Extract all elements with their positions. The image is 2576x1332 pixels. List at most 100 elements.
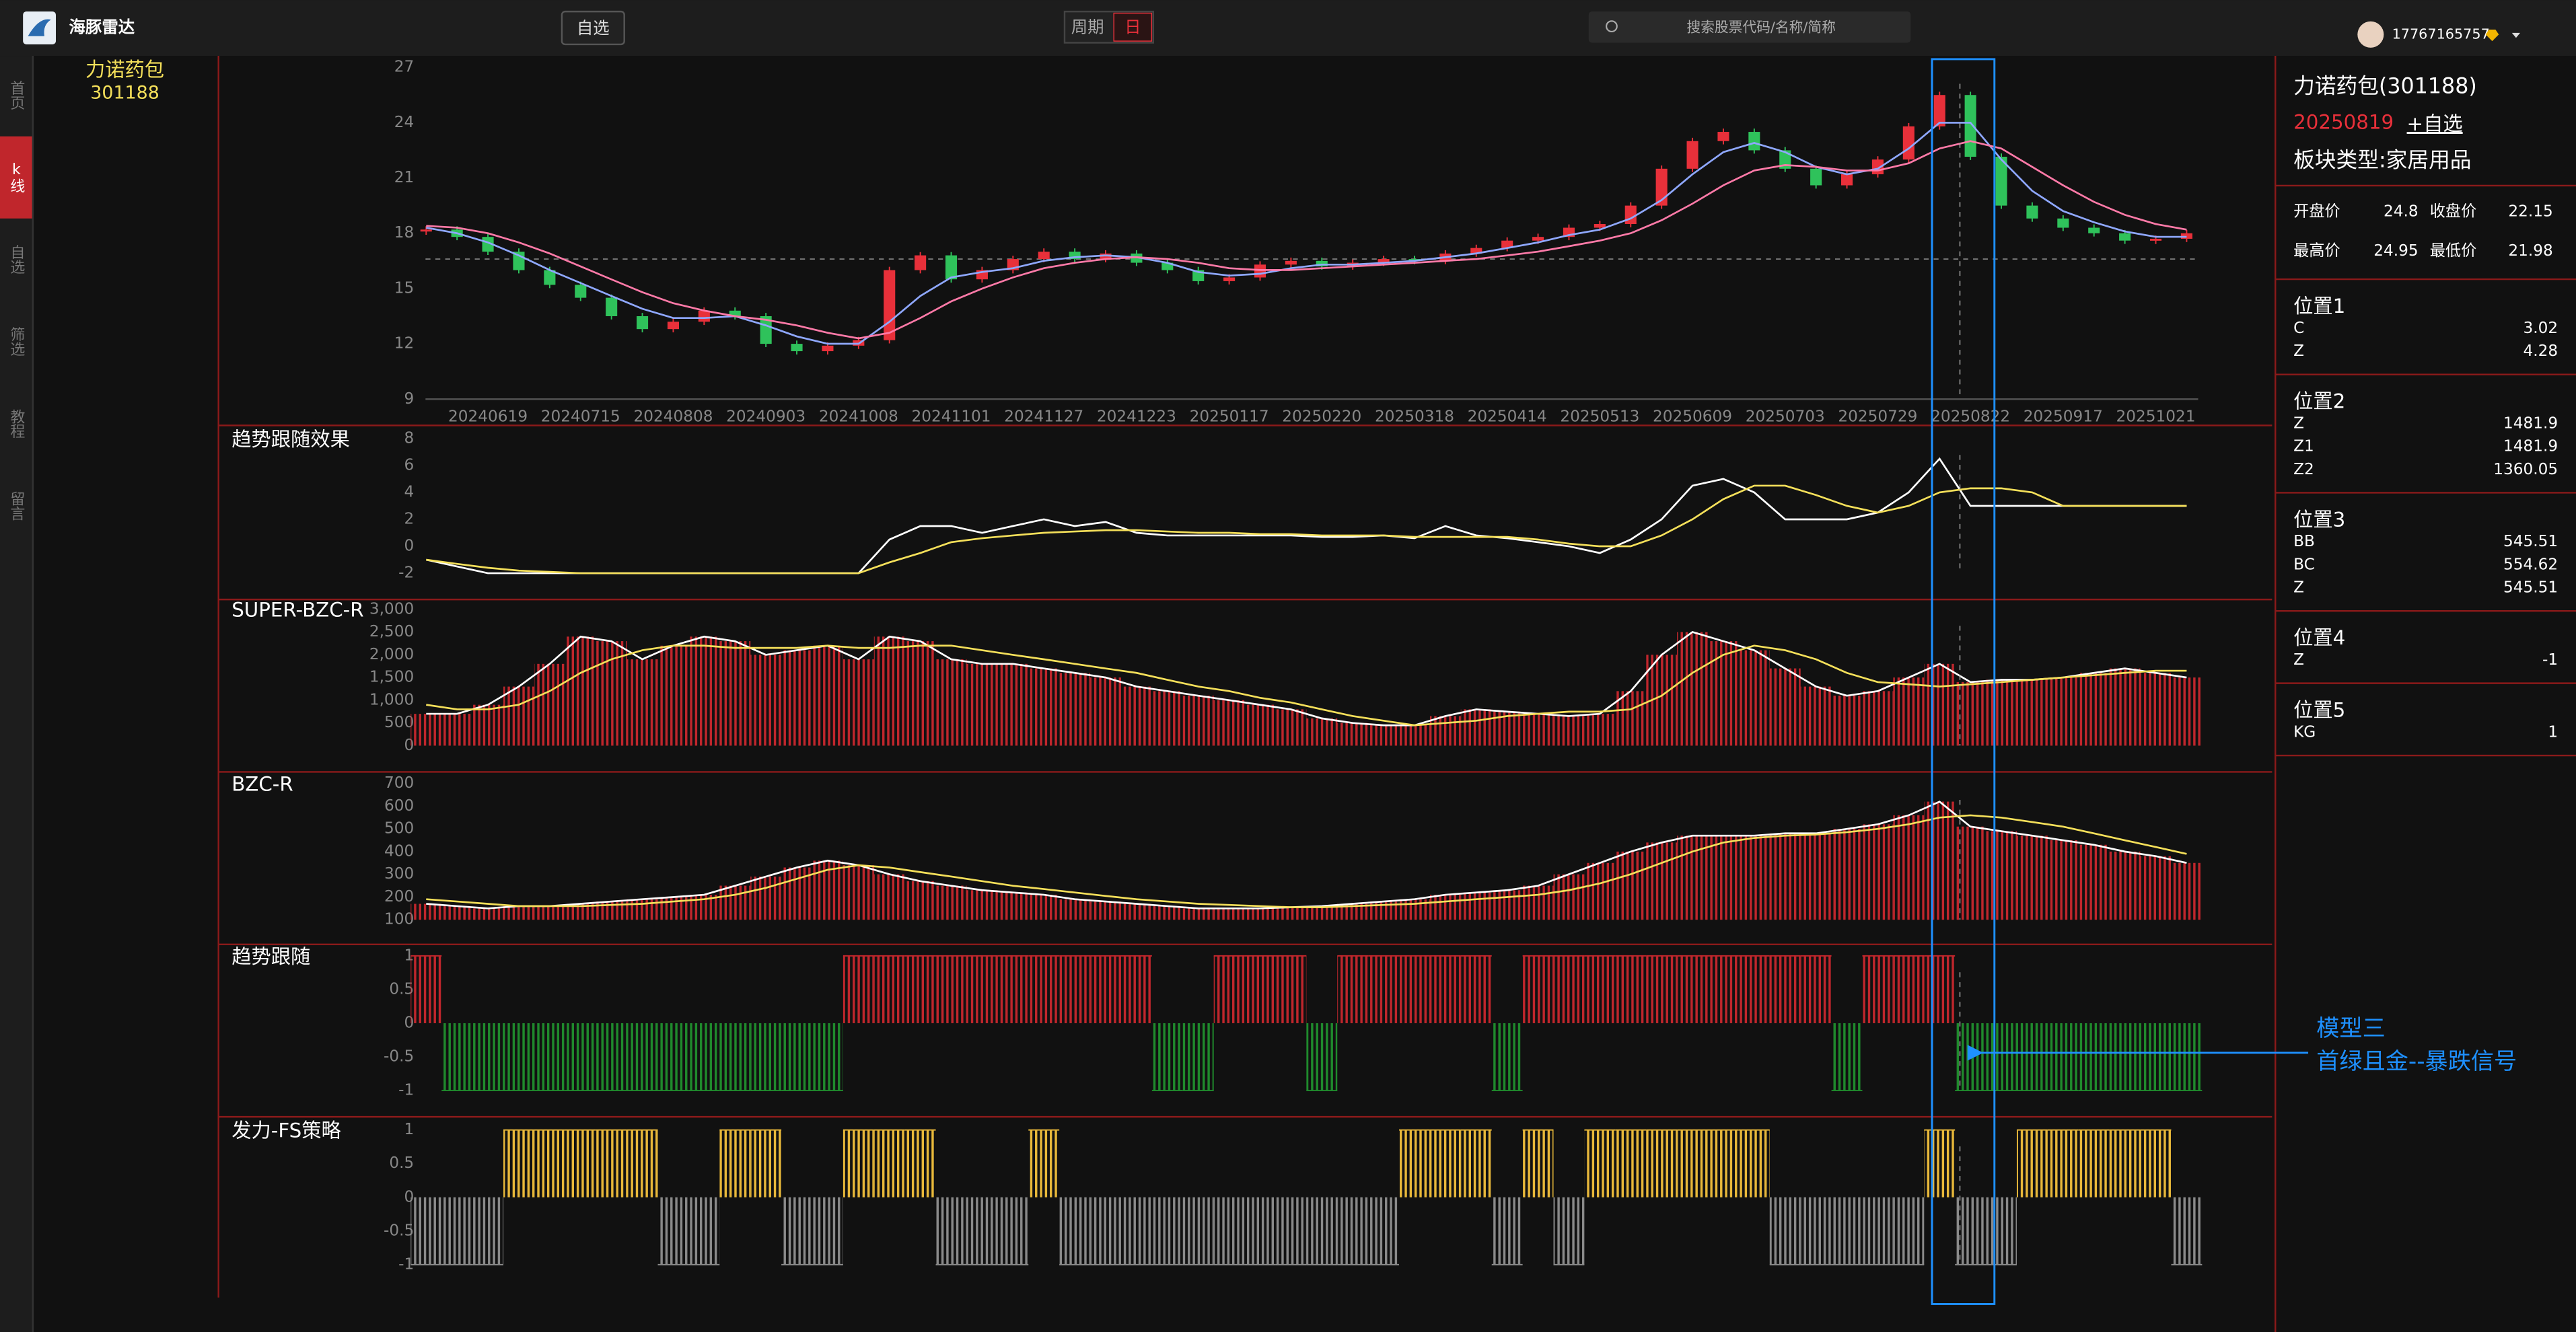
bar [472,908,504,920]
search-box[interactable] [1588,11,1911,43]
candle [637,316,649,330]
bar [2047,677,2079,746]
quote-label: 最低价 [2430,242,2477,260]
search-placeholder[interactable]: 搜索股票代码/名称/简称 [1686,20,1835,36]
candle [1840,174,1853,186]
column [472,1197,504,1265]
x-tick-label: 20250729 [1838,408,1917,426]
bar [2140,856,2172,920]
x-tick-label: 20250703 [1746,408,1825,426]
x-tick-label: 20241008 [819,408,898,426]
bar [1708,836,1739,920]
bar [1491,890,1523,920]
column [565,1023,596,1091]
nav-item[interactable]: 教程 [8,409,25,439]
candle [1624,205,1637,225]
bar [719,641,751,746]
y-tick-label: -2 [398,564,414,582]
candle [1254,264,1266,278]
nav-item[interactable]: 筛选 [8,327,25,357]
column [1831,1197,1863,1265]
position-key: BC [2293,555,2315,573]
watchlist-button[interactable] [561,10,625,46]
x-tick-label: 20241223 [1097,408,1176,426]
column [904,955,936,1023]
y-tick-label: 200 [384,887,414,905]
position-value: 4.28 [2524,342,2559,360]
candle [2119,233,2131,241]
candle [729,310,741,316]
candle [2088,227,2100,233]
y-tick-label: -0.5 [384,1221,414,1239]
column [1893,955,1925,1023]
column [1368,955,1400,1023]
position-key: KG [2293,723,2316,741]
column [657,1197,689,1265]
column [843,1130,874,1197]
column [1059,955,1091,1023]
bar [2109,851,2141,920]
column [1460,1130,1492,1197]
avatar[interactable] [2357,21,2384,48]
bar [472,704,504,746]
quote-value: 22.15 [2508,202,2552,220]
position-value: 545.51 [2503,532,2558,550]
series-line [426,630,2187,727]
x-tick-label: 20251021 [2116,408,2195,426]
column [1306,1023,1338,1091]
column [904,1130,936,1197]
bar [997,663,1029,746]
nav-item[interactable]: 首页 [8,81,25,110]
x-tick-label: 20240619 [448,408,528,426]
bar [719,885,751,920]
period-label: 周期 [1071,17,1104,37]
bar [1986,679,2017,746]
user-name[interactable]: 17767165757 [2392,26,2490,42]
column [472,1023,504,1091]
column [2016,1023,2048,1091]
period-day[interactable] [1113,12,1153,42]
dropdown-caret[interactable] [2511,32,2520,38]
column [997,955,1029,1023]
nav-item[interactable]: 自选 [8,245,25,274]
column [1862,955,1894,1023]
add-watchlist[interactable]: +自选 [2407,112,2463,135]
nav-item[interactable]: 留言 [8,491,25,521]
column [1522,955,1554,1023]
candle [1532,237,1544,241]
watchlist-button-label[interactable]: 自选 [577,18,610,38]
column [873,955,905,1023]
period-value[interactable]: 日 [1124,17,1141,37]
candle [1933,95,1945,126]
bar [1615,691,1647,746]
nav-item[interactable]: k线 [8,161,25,193]
column [1090,1197,1121,1265]
column [410,955,442,1023]
bar [410,903,442,920]
bar [1306,718,1338,746]
bar [935,885,967,920]
candle [667,322,680,330]
bar [1522,714,1554,746]
candle [945,255,958,280]
column [1491,1023,1523,1091]
column [1615,955,1647,1023]
position-value: 1481.9 [2503,414,2558,432]
candle [791,344,803,352]
bar [2016,679,2048,746]
bar [1182,696,1214,746]
column [1738,955,1770,1023]
column [565,1130,596,1197]
column [2016,1130,2048,1197]
y-tick-label: 27 [394,58,415,76]
candle [420,229,432,232]
candle [1594,224,1606,228]
column [1213,955,1245,1023]
column [503,1023,534,1091]
chart-panel: 发力-FS策略-1-0.500.51 [231,1119,2203,1273]
column [966,955,998,1023]
position-value: 1360.05 [2493,460,2558,478]
column [1337,955,1369,1023]
bar [1151,691,1183,746]
